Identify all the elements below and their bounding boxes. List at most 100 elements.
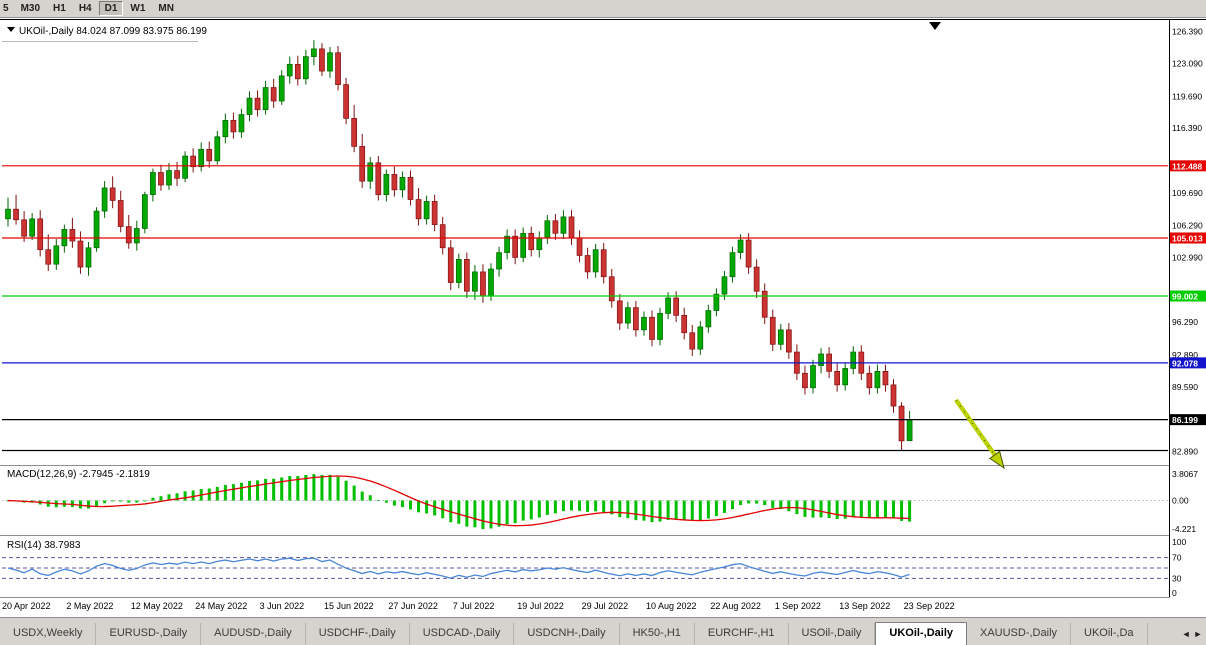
scroll-right-icon[interactable]: ► [1193,628,1203,639]
scroll-left-icon[interactable]: ◄ [1181,628,1191,639]
price-level-badge [1170,357,1206,369]
candle [568,216,575,239]
tab-ukoil-daily[interactable]: UKOil-,Daily [875,622,967,645]
candle [842,368,849,386]
svg-text:86.199: 86.199 [1172,415,1198,425]
timeframe-button-5[interactable]: 5 [0,1,14,16]
price-level-badge [1170,290,1206,302]
timeframe-button-w1[interactable]: W1 [124,1,152,16]
candle [399,176,406,191]
candle [850,351,857,369]
candle [584,255,591,273]
candle [488,268,494,297]
date-tick-label: 23 Sep 2022 [904,601,955,611]
symbol-dropdown-icon[interactable] [7,27,15,32]
candle [69,229,76,242]
candle [560,216,567,234]
macd-pane: MACD(12,26,9) -2.7945 -2.1819 [2,469,1168,530]
candle [85,247,92,268]
candle [576,237,583,256]
tab-ukoil-da[interactable]: UKOil-,Da [1071,623,1148,645]
candle [246,97,253,115]
candle [447,247,454,283]
candle [657,313,663,340]
candle [319,48,325,72]
tab-xauusd-daily[interactable]: XAUUSD-,Daily [967,623,1072,645]
candle [890,384,897,407]
pane-separators [0,19,1206,598]
tab-eurusd-daily[interactable]: EURUSD-,Daily [96,623,202,645]
candle [536,237,543,251]
candle [592,249,599,273]
timeframe-button-h4[interactable]: H4 [72,1,98,16]
candle [375,162,382,196]
candle [93,210,100,249]
date-tick-label: 2 May 2022 [66,601,113,611]
tab-usdchf-daily[interactable]: USDCHF-,Daily [306,623,410,645]
candle [681,315,688,334]
candle [29,218,35,237]
candle [351,118,357,147]
price-tick-label: 82.890 [1172,447,1198,457]
candle [182,155,188,179]
tab-usdx-weekly[interactable]: USDX,Weekly [0,623,97,645]
candle [552,220,559,234]
timeframe-button-d1[interactable]: D1 [98,1,124,16]
candle [464,259,470,292]
candle [117,200,124,227]
candle [624,307,631,324]
chart-area[interactable]: UKOil-,Daily 84.024 87.099 83.975 86.199… [0,18,1206,617]
candle [45,249,52,265]
timeframe-button-mn[interactable]: MN [152,1,180,16]
candle [882,371,889,386]
candle [125,226,132,244]
tab-usoil-daily[interactable]: USOil-,Daily [789,623,876,645]
candle [327,52,333,72]
candle [407,176,414,200]
candle [254,97,261,111]
candle [335,52,341,85]
timeframe-button-h1[interactable]: H1 [47,1,72,16]
date-tick-label: 7 Jul 2022 [453,601,495,611]
candle [480,271,486,297]
tab-scroll-arrows: ◄ ► [1178,622,1206,645]
candle [802,372,808,389]
date-tick-label: 24 May 2022 [195,601,247,611]
tab-hk50-h1[interactable]: HK50-,H1 [620,623,695,645]
date-tick-label: 27 Jun 2022 [388,601,438,611]
candle [286,63,293,77]
candle [528,232,535,251]
candle [303,56,309,80]
tab-usdcad-daily[interactable]: USDCAD-,Daily [410,623,515,645]
candle [214,136,221,162]
candle [455,259,462,283]
timeframe-button-m30[interactable]: M30 [14,1,47,16]
candle [633,307,639,331]
candle [142,194,148,229]
candle [53,245,60,265]
chart-shift-marker[interactable] [929,22,941,30]
candle [270,87,277,102]
price-tick-label: 123.090 [1172,58,1203,68]
timeframe-toolbar: 5 M30 H1 H4 D1 W1 MN [0,0,1206,18]
price-chart[interactable]: UKOil-,Daily 84.024 87.099 83.975 86.199… [0,18,1206,617]
candle [673,297,680,316]
date-tick-label: 10 Aug 2022 [646,601,697,611]
rsi-axis-label: 100 [1172,537,1186,547]
tab-audusd-daily[interactable]: AUDUSD-,Daily [201,623,306,645]
svg-text:112.488: 112.488 [1172,161,1203,171]
date-tick-label: 19 Jul 2022 [517,601,564,611]
candle [520,232,527,258]
candle [649,316,655,340]
annotation-arrow[interactable] [954,398,1005,470]
candle [238,114,245,133]
candle [423,201,430,220]
candle [600,249,607,278]
candle [150,172,156,196]
candle [5,208,11,220]
candle [367,162,374,182]
tab-usdcnh-daily[interactable]: USDCNH-,Daily [514,623,620,645]
tab-eurchf-h1[interactable]: EURCHF-,H1 [695,623,789,645]
price-level-badge [1170,232,1206,244]
